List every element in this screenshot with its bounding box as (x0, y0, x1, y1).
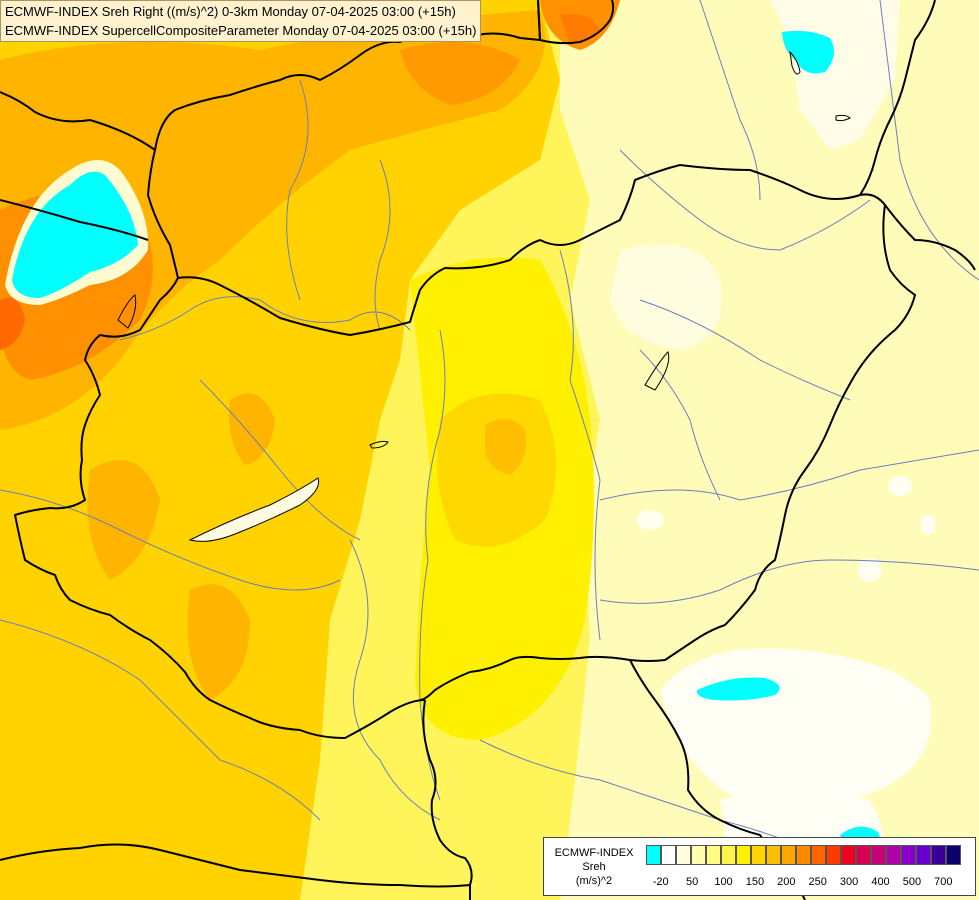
pale-patch-3 (920, 515, 936, 535)
legend-swatch (646, 845, 661, 865)
lake-small-3 (789, 50, 801, 75)
legend-swatch (676, 845, 691, 865)
legend-tick-label: 400 (871, 876, 890, 888)
pale-patch-4 (636, 510, 664, 530)
lake-small-1 (369, 440, 389, 449)
dark-orange-zone-north (400, 42, 520, 105)
cyan-blob-west (12, 171, 138, 298)
pale-patch-1 (888, 476, 912, 496)
lake-balaton (188, 477, 320, 542)
pale-patch-center-east (610, 244, 722, 350)
lake-small-4 (835, 114, 851, 122)
legend-tick-label: 150 (745, 876, 765, 888)
legend-swatch (901, 845, 916, 865)
legend-tick-label: 50 (685, 876, 699, 888)
legend-swatches (646, 845, 961, 865)
legend-swatch (841, 845, 856, 865)
legend-ticks: -20 50 100 150 200 250 300 400 500 700 (646, 876, 976, 890)
legend-swatch (751, 845, 766, 865)
legend-swatch (766, 845, 781, 865)
cyan-blob-northeast (782, 30, 834, 74)
orange-zone-northwest (0, 10, 545, 430)
red-orange-patch-top (560, 14, 600, 43)
legend-swatch (661, 845, 676, 865)
legend-title-unit: (m/s)^2 (575, 875, 613, 887)
title-line-sreh: ECMWF-INDEX Sreh Right ((m/s)^2) 0-3km M… (5, 4, 456, 19)
lake-small-5 (644, 351, 670, 391)
legend-title-model: ECMWF-INDEX (554, 847, 634, 859)
legend-tick-label: 300 (839, 876, 859, 888)
red-orange-zone-west (0, 297, 25, 350)
legend-swatch (736, 845, 751, 865)
legend-tick-label: -20 (652, 876, 669, 888)
legend-tick-label: 250 (808, 876, 827, 888)
pale-patch-2 (858, 558, 882, 582)
legend-swatch (946, 845, 961, 865)
legend-swatch (721, 845, 736, 865)
legend-swatch (931, 845, 946, 865)
legend-swatch (796, 845, 811, 865)
legend-swatch (886, 845, 901, 865)
orange-patch-mid (229, 393, 275, 465)
lake-small-2 (117, 294, 137, 329)
title-line-scp: ECMWF-INDEX SupercellCompositeParameter … (5, 23, 477, 38)
gold-blob-center (437, 393, 557, 547)
legend-swatch (871, 845, 886, 865)
legend-tick-label: 100 (714, 876, 733, 888)
rivers (0, 0, 979, 881)
legend-swatch (781, 845, 796, 865)
legend-tick-label: 700 (934, 876, 953, 888)
legend-swatch (826, 845, 841, 865)
orange-zone-west-lower (87, 460, 160, 580)
orange-zone-southwest (187, 584, 250, 700)
legend-swatch (691, 845, 706, 865)
legend-tick-label: 200 (777, 876, 796, 888)
color-legend: ECMWF-INDEX Sreh (m/s)^2 -20 50 100 150 200 2… (543, 837, 976, 896)
legend-swatch (916, 845, 931, 865)
legend-swatch (856, 845, 871, 865)
legend-swatch (706, 845, 721, 865)
orange-blob-center (485, 418, 526, 475)
cyan-blob-southeast (696, 677, 780, 701)
legend-swatch (811, 845, 826, 865)
legend-tick-label: 500 (902, 876, 922, 888)
map-title-box: ECMWF-INDEX Sreh Right ((m/s)^2) 0-3km M… (0, 0, 482, 42)
legend-title-parameter: Sreh (582, 861, 606, 873)
